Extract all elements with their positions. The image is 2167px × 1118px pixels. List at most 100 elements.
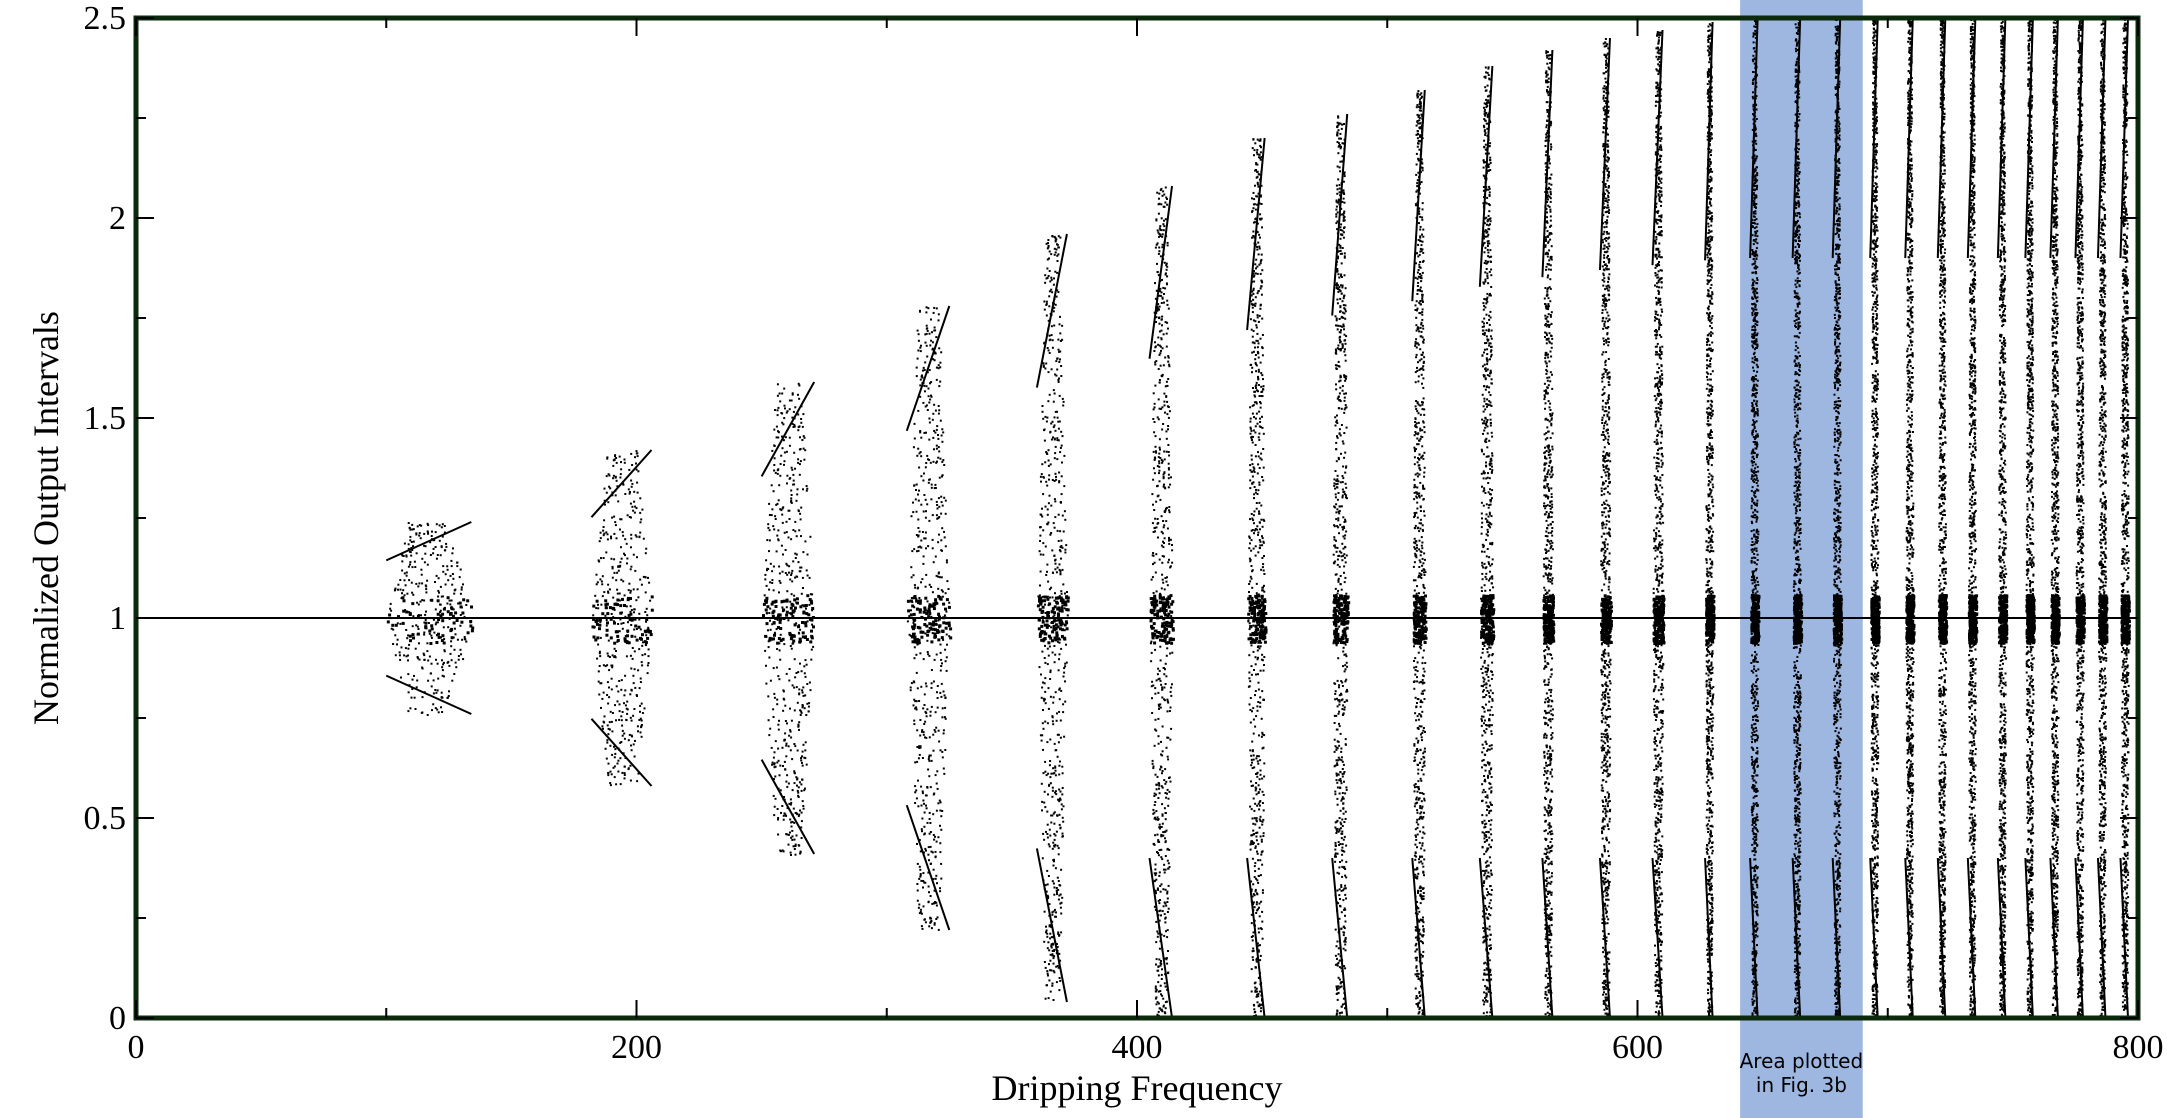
data-point (1251, 371, 1253, 374)
data-point (1062, 400, 1065, 403)
data-point (773, 469, 776, 472)
data-point (1157, 981, 1160, 984)
data-point (1251, 750, 1254, 753)
data-point (1152, 622, 1156, 626)
data-point (1343, 493, 1346, 496)
data-point (785, 672, 788, 675)
data-point (937, 456, 940, 459)
data-point (913, 623, 917, 627)
data-point (917, 805, 920, 808)
data-point (1262, 793, 1265, 796)
data-point (438, 539, 441, 542)
data-point (1258, 139, 1261, 142)
data-point (791, 422, 794, 425)
data-point (1258, 636, 1262, 640)
data-point (594, 594, 597, 597)
data-point (924, 466, 927, 469)
data-point (390, 609, 393, 612)
data-point (1050, 626, 1053, 629)
data-point (636, 481, 639, 484)
data-point (1155, 892, 1157, 895)
data-point (639, 497, 642, 500)
data-point (1150, 685, 1153, 688)
data-point (1249, 633, 1253, 637)
data-point (928, 612, 932, 616)
data-point (1251, 351, 1254, 354)
data-point (767, 695, 770, 698)
data-point (1038, 550, 1041, 553)
burst-upper-edge (1246, 137, 1266, 331)
data-point (450, 607, 454, 611)
data-point (1043, 623, 1047, 627)
data-point (936, 517, 939, 520)
data-point (1343, 771, 1346, 773)
data-point (1251, 412, 1254, 415)
data-point (1157, 818, 1160, 821)
data-point (1154, 450, 1157, 453)
data-point (930, 640, 934, 644)
data-point (1255, 715, 1258, 718)
data-point (776, 409, 779, 412)
data-point (932, 620, 936, 624)
data-point (1342, 297, 1345, 300)
data-point (1262, 448, 1265, 450)
data-point (1051, 610, 1055, 614)
data-point (790, 736, 793, 739)
data-point (1157, 303, 1160, 306)
data-point (935, 726, 938, 729)
data-point (1056, 876, 1059, 879)
data-point (1044, 505, 1047, 508)
data-point (797, 382, 800, 385)
data-point (645, 643, 648, 646)
data-point (774, 797, 777, 800)
data-point (618, 599, 621, 602)
data-point (786, 482, 788, 485)
data-point (1163, 404, 1166, 407)
data-point (1168, 558, 1170, 561)
data-point (1166, 755, 1169, 758)
data-point (1041, 595, 1044, 598)
data-point (1057, 888, 1060, 891)
data-point (1047, 772, 1050, 775)
data-point (765, 682, 768, 685)
data-point (1161, 754, 1164, 757)
data-point (1336, 592, 1339, 595)
data-point (1254, 789, 1257, 792)
data-point (772, 609, 776, 613)
data-point (1054, 791, 1056, 794)
data-point (1049, 430, 1052, 433)
data-point (1252, 707, 1255, 710)
data-point (1261, 608, 1264, 612)
data-point (1335, 222, 1338, 225)
data-point (1166, 710, 1169, 713)
data-point (943, 530, 945, 533)
data-point (1255, 258, 1258, 261)
data-point (937, 612, 941, 616)
data-point (1344, 404, 1347, 407)
data-point (1051, 942, 1054, 945)
data-point (935, 366, 938, 369)
data-point (1261, 602, 1265, 606)
data-point (918, 608, 922, 612)
data-point (1041, 605, 1045, 609)
data-point (780, 600, 784, 604)
data-point (1051, 984, 1054, 987)
data-point (1159, 189, 1162, 192)
data-point (1169, 566, 1172, 569)
data-point (1334, 470, 1337, 472)
data-point (434, 531, 437, 534)
data-point (598, 560, 601, 563)
data-point (399, 579, 402, 581)
data-point (1043, 308, 1046, 311)
data-point (787, 833, 790, 836)
data-point (1046, 508, 1049, 511)
data-point (1256, 852, 1259, 855)
data-point (614, 748, 617, 751)
data-point (441, 674, 444, 677)
data-point (605, 491, 608, 494)
data-point (785, 755, 788, 758)
data-point (795, 622, 798, 625)
data-point (1160, 217, 1163, 220)
data-point (801, 689, 804, 692)
data-point (1041, 734, 1044, 737)
